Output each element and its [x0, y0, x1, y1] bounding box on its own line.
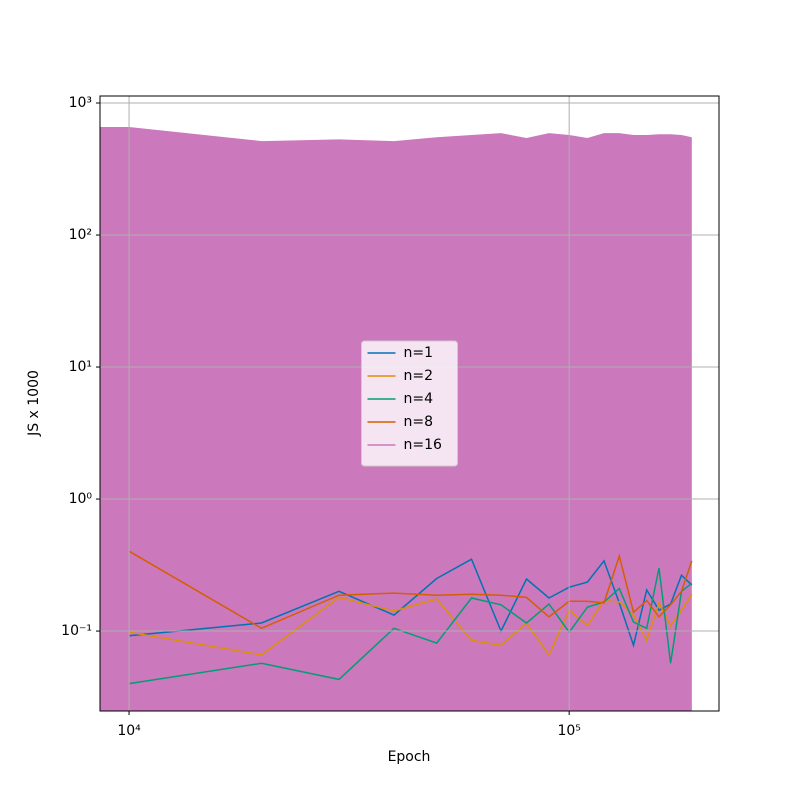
- y-tick-label: 10²: [69, 227, 92, 243]
- y-axis-label: JS x 1000: [26, 370, 42, 437]
- legend-label: n=2: [404, 368, 434, 384]
- legend-label: n=16: [404, 437, 443, 453]
- y-tick-label: 10¹: [69, 359, 92, 375]
- y-tick-label: 10⁰: [69, 491, 93, 507]
- x-tick-label: 10⁵: [557, 723, 580, 739]
- x-tick-label: 10⁴: [117, 723, 141, 739]
- legend-label: n=1: [404, 345, 434, 361]
- legend-box: [361, 340, 458, 467]
- legend-label: n=8: [404, 414, 434, 430]
- plot-frame: [99, 95, 720, 712]
- y-tick-label: 10³: [69, 95, 92, 111]
- legend-label: n=4: [404, 391, 434, 407]
- y-tick-label: 10⁻¹: [61, 623, 92, 639]
- x-axis-label: Epoch: [388, 749, 431, 765]
